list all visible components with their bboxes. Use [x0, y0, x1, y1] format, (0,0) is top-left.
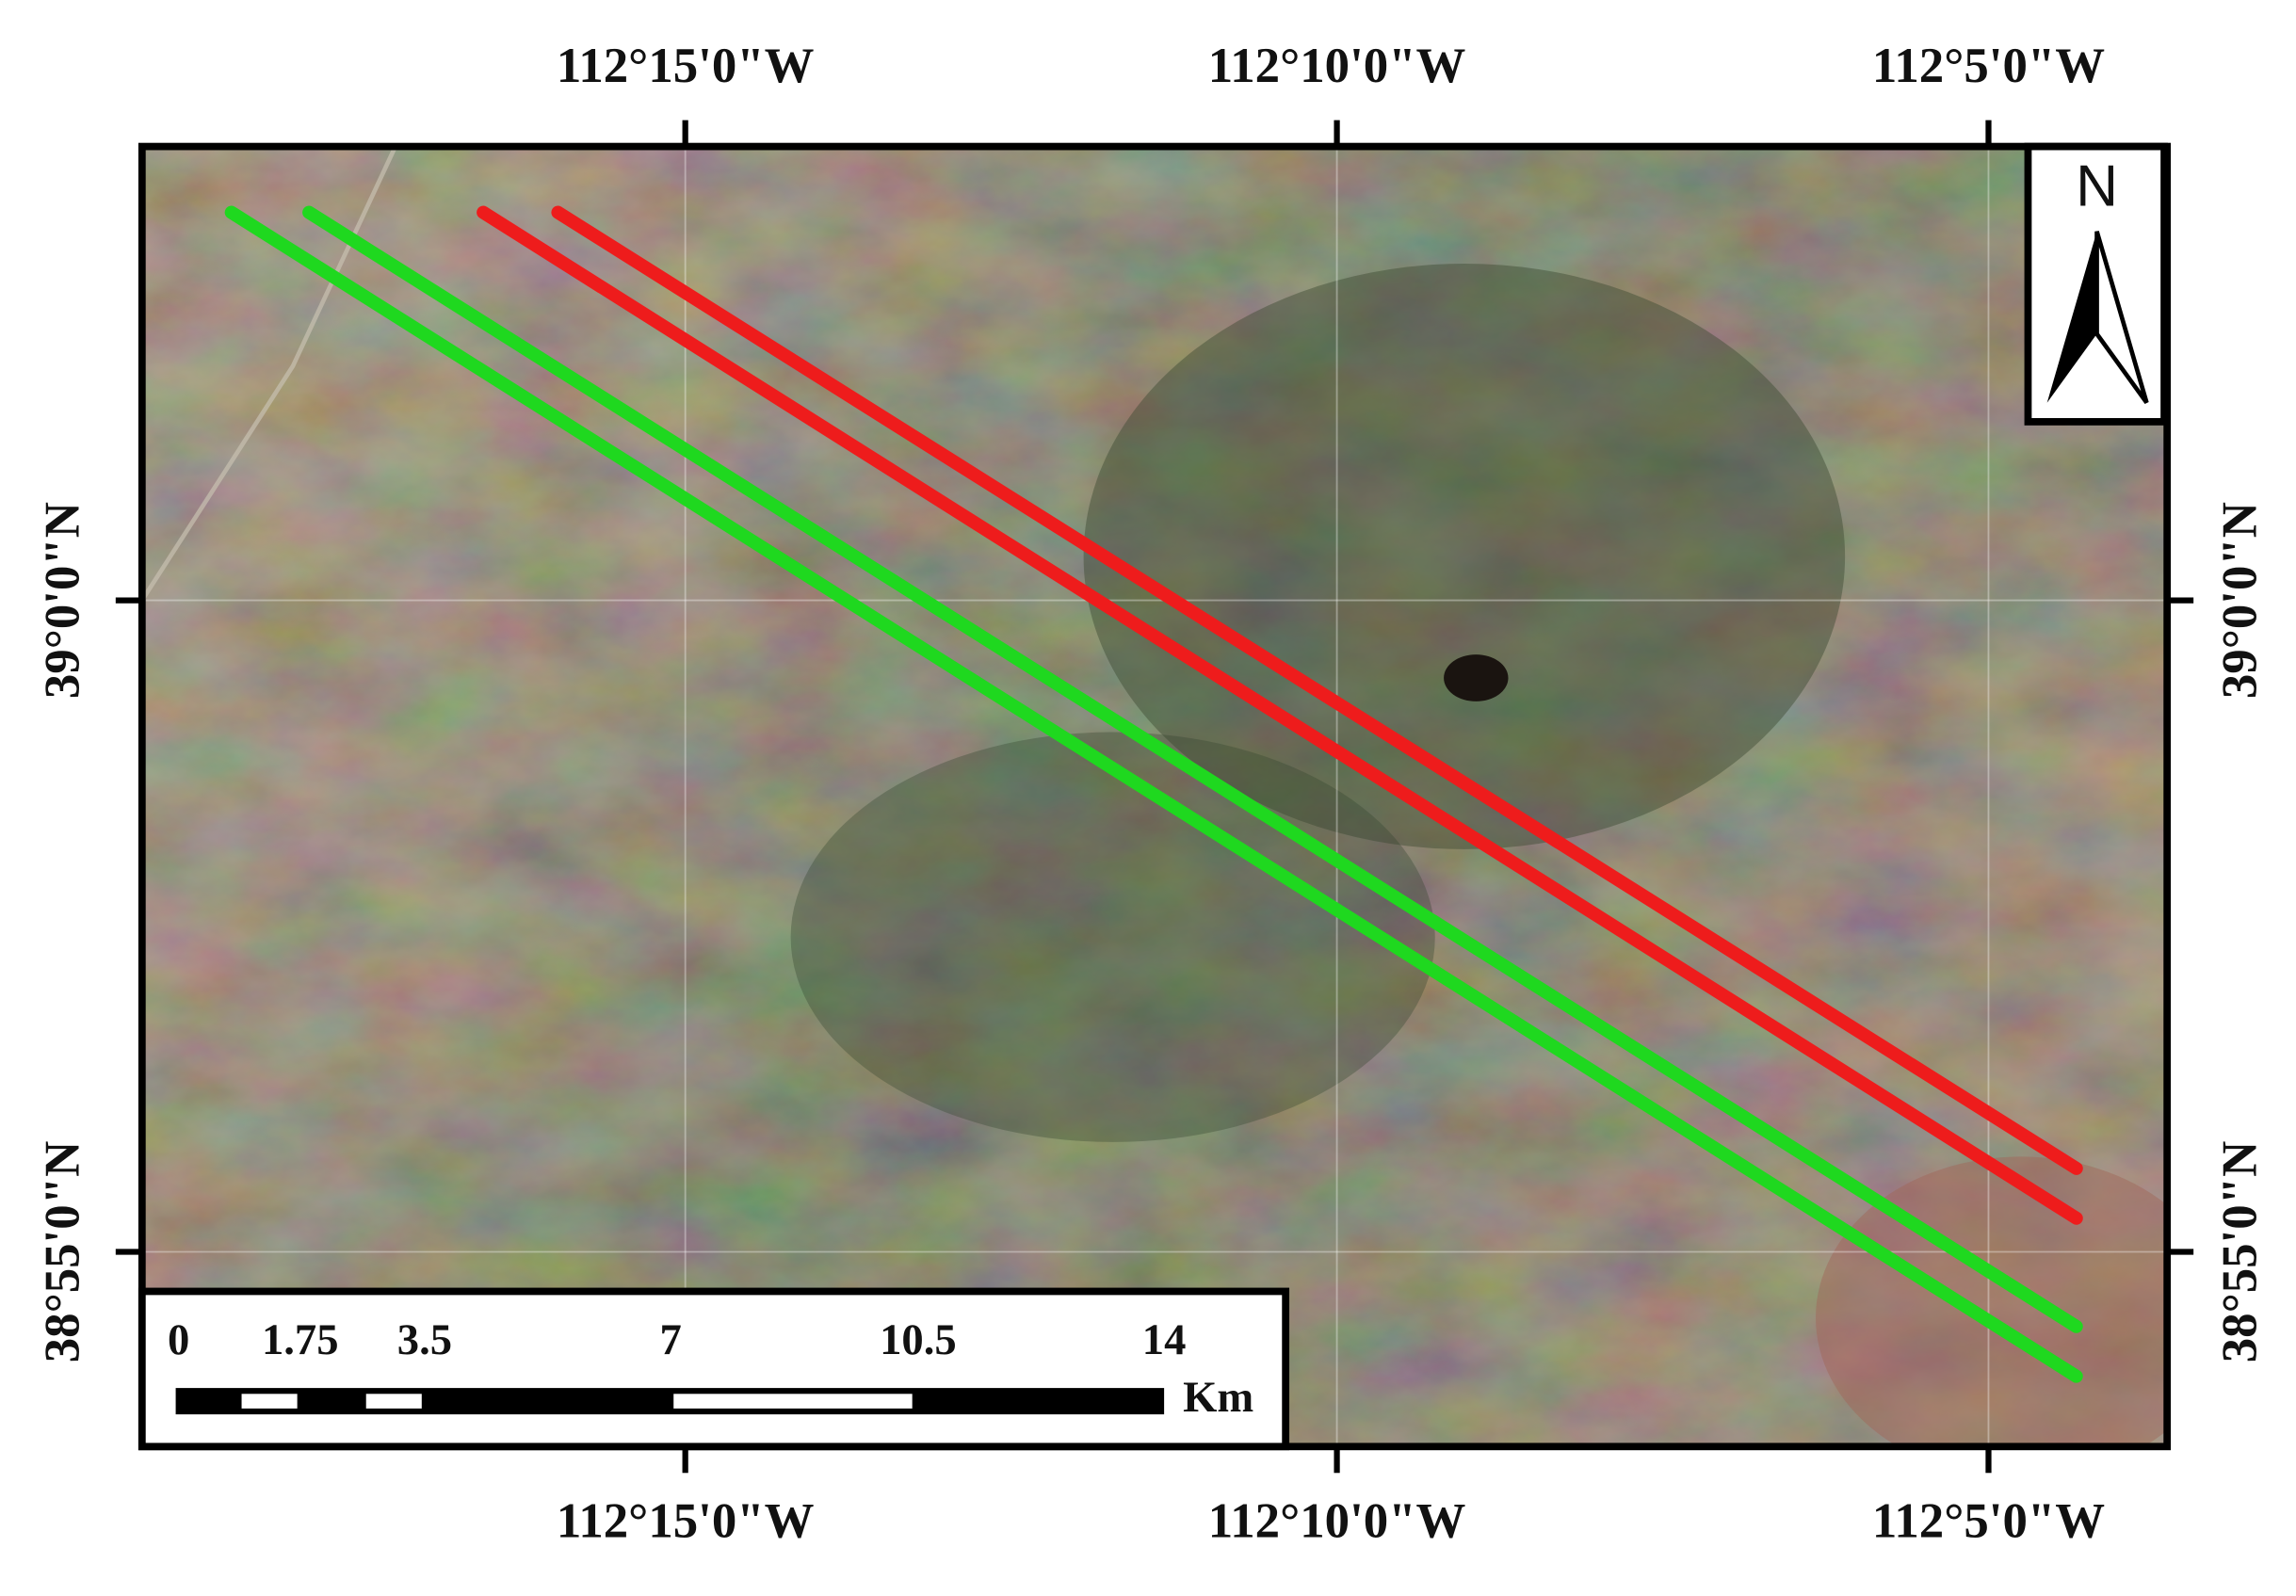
latitude-label: 38°55'0"N: [2213, 1141, 2268, 1363]
red-line: [551, 205, 2083, 1175]
scale-label: 3.5: [397, 1315, 452, 1364]
north-label: N: [2076, 154, 2118, 219]
scale-label: 14: [1142, 1315, 1187, 1364]
satellite-image: [141, 146, 2168, 1447]
scale-label: 7: [659, 1315, 681, 1364]
scale-label: 10.5: [880, 1315, 957, 1364]
latitude-label: 39°0'0"N: [36, 502, 90, 699]
frame-ticks: [115, 120, 2194, 1474]
longitude-label: 112°15'0"W: [557, 1493, 815, 1548]
scale-bar: 0 1.75 3.5 7 10.5 14 Km: [137, 1287, 1290, 1451]
graticule: [141, 146, 2168, 1447]
latitude-label: 38°55'0"N: [36, 1141, 90, 1363]
scale-label: 1.75: [262, 1315, 339, 1364]
longitude-label: 112°5'0"W: [1872, 1493, 2105, 1548]
red-line: [477, 205, 2083, 1225]
scale-label: 0: [168, 1315, 189, 1364]
longitude-label: 112°5'0"W: [1872, 39, 2105, 93]
longitude-label: 112°15'0"W: [557, 39, 815, 93]
green-line: [302, 205, 2083, 1333]
longitude-label: 112°10'0"W: [1208, 39, 1466, 93]
scale-unit: Km: [1183, 1373, 1253, 1422]
green-line: [224, 205, 2083, 1383]
longitude-label: 112°10'0"W: [1208, 1493, 1466, 1548]
flight-lines: [224, 205, 2083, 1383]
north-arrow: N: [2024, 142, 2168, 426]
latitude-label: 39°0'0"N: [2213, 502, 2268, 699]
